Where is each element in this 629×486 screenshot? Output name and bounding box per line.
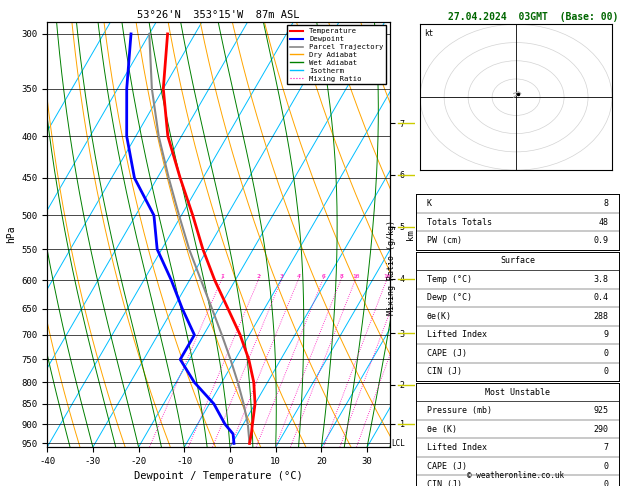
Text: © weatheronline.co.uk: © weatheronline.co.uk <box>467 471 564 480</box>
Legend: Temperature, Dewpoint, Parcel Trajectory, Dry Adiabat, Wet Adiabat, Isotherm, Mi: Temperature, Dewpoint, Parcel Trajectory… <box>287 25 386 85</box>
Text: LCL: LCL <box>391 439 405 448</box>
Text: PW (cm): PW (cm) <box>426 236 462 245</box>
Text: Pressure (mb): Pressure (mb) <box>426 406 491 415</box>
Text: 925: 925 <box>594 406 609 415</box>
Text: K: K <box>426 199 431 208</box>
Text: 290: 290 <box>594 425 609 434</box>
X-axis label: Dewpoint / Temperature (°C): Dewpoint / Temperature (°C) <box>134 471 303 482</box>
Text: 1: 1 <box>220 274 224 279</box>
Text: CIN (J): CIN (J) <box>426 367 462 376</box>
Text: CIN (J): CIN (J) <box>426 480 462 486</box>
Text: CAPE (J): CAPE (J) <box>426 462 467 470</box>
Text: θe (K): θe (K) <box>426 425 457 434</box>
Text: 8: 8 <box>339 274 343 279</box>
Text: 0: 0 <box>604 462 609 470</box>
Text: Dewp (°C): Dewp (°C) <box>426 294 472 302</box>
Text: 6: 6 <box>321 274 325 279</box>
Text: 3: 3 <box>280 274 284 279</box>
Text: Most Unstable: Most Unstable <box>485 388 550 397</box>
Text: Lifted Index: Lifted Index <box>426 443 486 452</box>
Text: 7: 7 <box>604 443 609 452</box>
Text: 8: 8 <box>604 199 609 208</box>
Text: 9: 9 <box>604 330 609 339</box>
Text: 0.4: 0.4 <box>594 294 609 302</box>
Text: 288: 288 <box>594 312 609 321</box>
Text: 0: 0 <box>604 367 609 376</box>
Text: Surface: Surface <box>500 257 535 265</box>
Text: Temp (°C): Temp (°C) <box>426 275 472 284</box>
Text: Totals Totals: Totals Totals <box>426 218 491 226</box>
Text: 4: 4 <box>297 274 301 279</box>
Text: θe(K): θe(K) <box>426 312 452 321</box>
Text: 10: 10 <box>352 274 359 279</box>
Text: Mixing Ratio (g/kg): Mixing Ratio (g/kg) <box>387 220 396 315</box>
Text: 3.8: 3.8 <box>594 275 609 284</box>
Text: 16: 16 <box>383 274 391 279</box>
Text: Lifted Index: Lifted Index <box>426 330 486 339</box>
Y-axis label: hPa: hPa <box>6 226 16 243</box>
Text: 27.04.2024  03GMT  (Base: 00): 27.04.2024 03GMT (Base: 00) <box>448 12 618 22</box>
Text: 0: 0 <box>604 480 609 486</box>
Text: 48: 48 <box>599 218 609 226</box>
Text: 0: 0 <box>604 349 609 358</box>
Text: 0.9: 0.9 <box>594 236 609 245</box>
Y-axis label: km
ASL: km ASL <box>406 226 425 243</box>
Text: kt: kt <box>424 29 433 38</box>
Text: CAPE (J): CAPE (J) <box>426 349 467 358</box>
Title: 53°26'N  353°15'W  87m ASL: 53°26'N 353°15'W 87m ASL <box>137 10 300 20</box>
Text: 2: 2 <box>257 274 260 279</box>
